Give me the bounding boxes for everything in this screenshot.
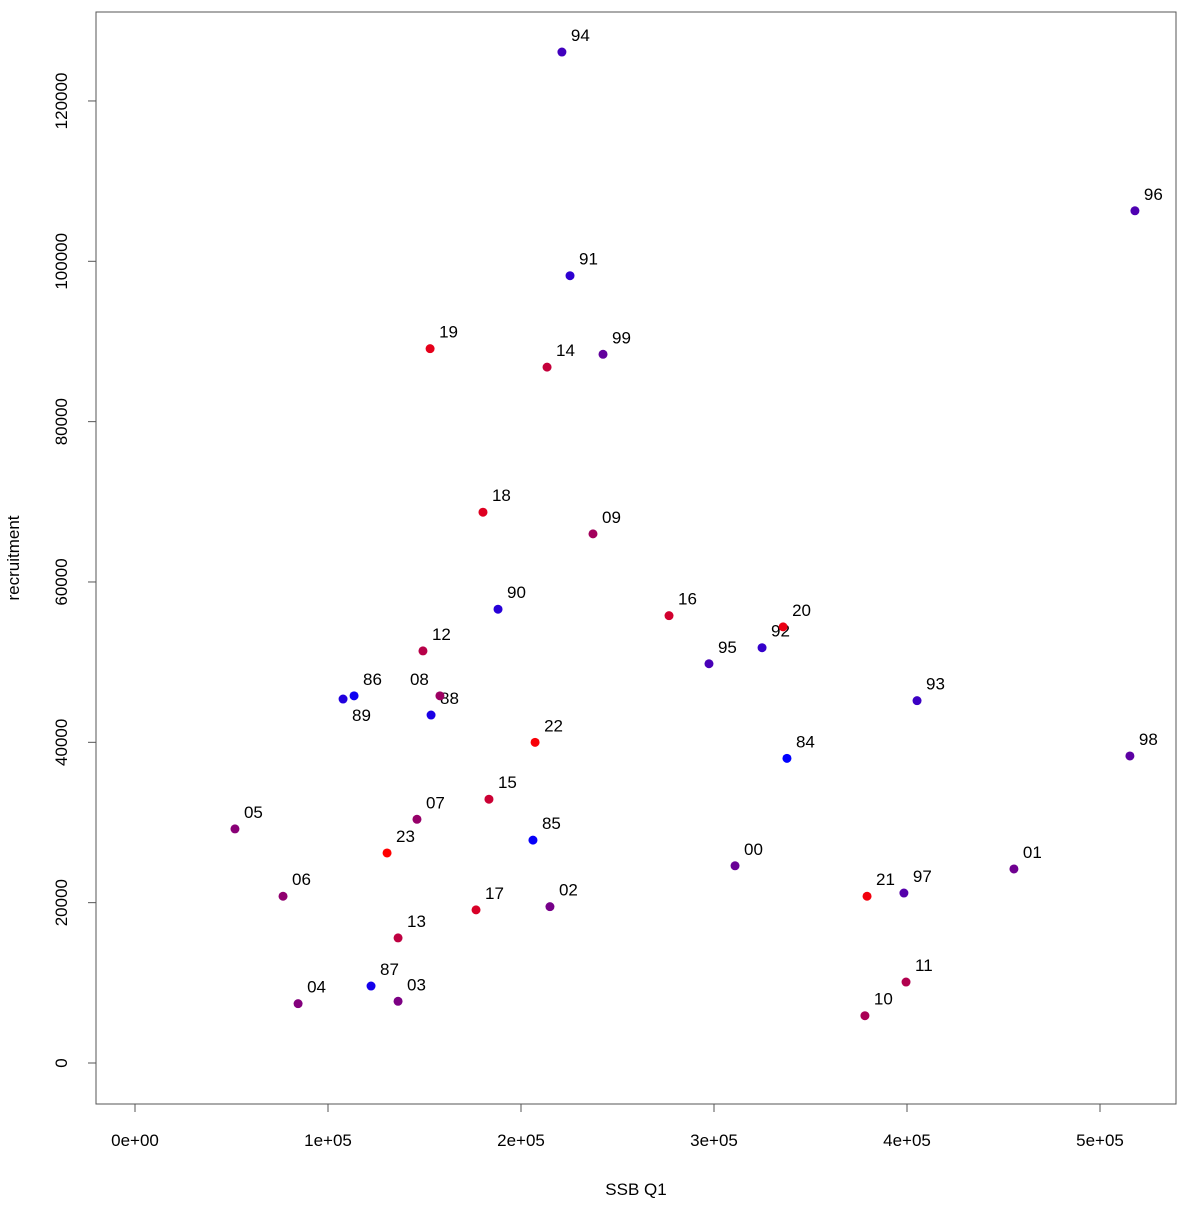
data-point [899,888,909,898]
data-point [435,691,445,701]
data-point [730,861,740,871]
data-point [598,349,608,359]
y-tick-label: 20000 [52,879,71,926]
data-point [278,891,288,901]
point-label: 11 [915,956,933,975]
point-label: 97 [913,867,932,886]
point-label: 88 [440,689,459,708]
data-point [478,507,488,517]
y-tick-label: 0 [52,1058,71,1067]
x-tick-label: 3e+05 [690,1131,738,1150]
y-tick-label: 100000 [52,233,71,290]
point-label: 86 [363,670,382,689]
y-tick-label: 60000 [52,558,71,605]
point-label: 93 [926,675,945,694]
y-tick-label: 80000 [52,398,71,445]
point-label: 08 [410,670,429,689]
data-point [293,999,303,1009]
x-tick-label: 4e+05 [883,1131,931,1150]
point-label: 06 [292,870,311,889]
plot-frame [95,11,1177,1105]
point-label: 91 [579,250,598,269]
data-point [471,905,481,915]
data-point [382,848,392,858]
point-label: 95 [718,638,737,657]
point-label: 02 [559,881,578,900]
y-axis-label: recruitment [4,515,23,600]
data-point [588,529,598,539]
data-point [528,835,538,845]
data-point [542,362,552,372]
data-point [349,691,359,701]
x-tick-label: 2e+05 [497,1131,545,1150]
point-label: 96 [1144,185,1163,204]
point-label: 85 [542,814,561,833]
data-point [412,814,422,824]
point-label: 94 [571,26,590,45]
x-axis-label: SSB Q1 [605,1180,666,1199]
data-point [493,604,503,614]
point-label: 12 [432,625,451,644]
point-label: 00 [744,840,763,859]
data-point [782,753,792,763]
point-label: 09 [602,508,621,527]
point-label: 99 [612,328,631,347]
data-point [557,47,567,57]
point-label: 10 [874,990,893,1009]
point-label: 05 [244,803,263,822]
data-point [418,646,428,656]
data-point [1125,751,1135,761]
point-label: 01 [1023,843,1042,862]
x-tick-label: 5e+05 [1076,1131,1124,1150]
point-label: 23 [396,827,415,846]
point-label: 14 [556,341,575,360]
y-tick-label: 120000 [52,73,71,130]
point-label: 87 [380,960,399,979]
data-point [230,824,240,834]
data-point [912,696,922,706]
point-label: 16 [678,590,697,609]
point-label: 07 [426,793,445,812]
data-point [860,1011,870,1021]
point-label: 15 [498,773,517,792]
data-point [366,981,376,991]
data-point [1130,206,1140,216]
data-point [757,643,767,653]
point-label: 89 [352,706,371,725]
point-label: 22 [544,716,563,735]
data-point [778,622,788,632]
point-label: 17 [485,884,504,903]
data-point [338,694,348,704]
point-label: 03 [407,975,426,994]
point-label: 21 [876,870,895,889]
point-label: 19 [439,323,458,342]
x-axis: 0e+00 1e+05 2e+05 3e+05 4e+05 5e+05 [111,1103,1124,1150]
data-point [425,344,435,354]
x-tick-label: 0e+00 [111,1131,159,1150]
point-label: 04 [307,978,326,997]
data-point [484,794,494,804]
data-point [393,933,403,943]
point-label: 90 [507,583,526,602]
data-point [1009,864,1019,874]
data-point [565,271,575,281]
point-label: 20 [792,601,811,620]
point-label: 84 [796,732,815,751]
data-point [901,977,911,987]
y-tick-label: 40000 [52,719,71,766]
x-tick-label: 1e+05 [304,1131,352,1150]
data-point [664,611,674,621]
data-point [426,710,436,720]
data-point [393,996,403,1006]
y-axis: 0 20000 40000 60000 80000 100000 120000 [52,73,97,1068]
data-point [545,902,555,912]
data-point [704,659,714,669]
point-label: 13 [407,912,426,931]
data-point [530,737,540,747]
data-point [862,891,872,901]
point-label: 18 [492,486,511,505]
point-label: 98 [1139,730,1158,749]
